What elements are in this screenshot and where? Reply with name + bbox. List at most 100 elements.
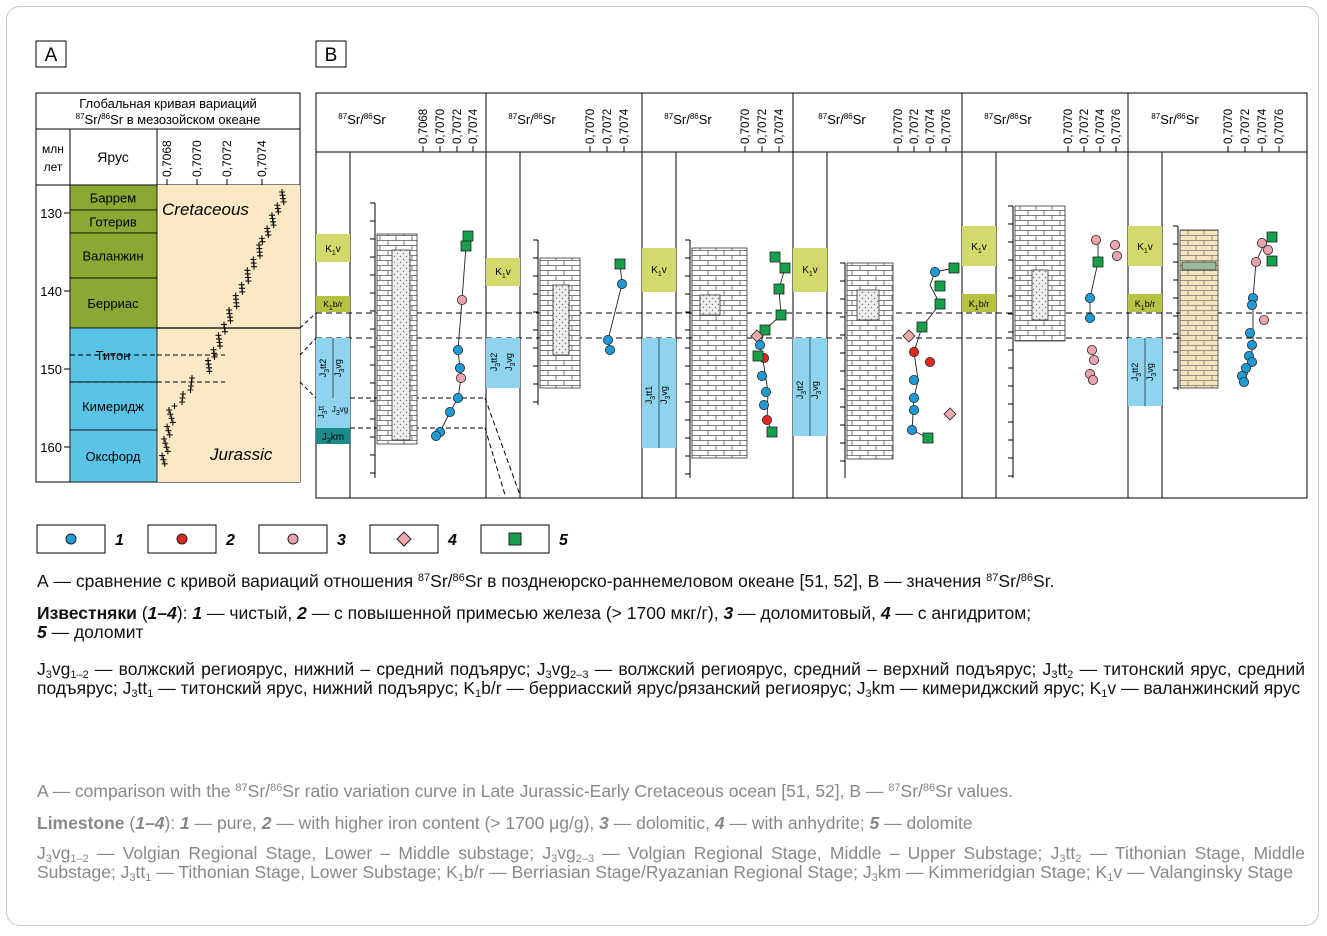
section-tick-label: 0,7072 — [909, 109, 921, 144]
data-point — [1259, 314, 1270, 325]
legend: 1 2 3 4 5 — [36, 524, 569, 554]
curve-point — [258, 235, 265, 242]
data-point — [775, 309, 787, 321]
section-header: 87Sr/86Sr — [508, 112, 556, 127]
section-header: 87Sr/86Sr — [818, 112, 866, 127]
strat-label: K1b/r — [1135, 299, 1155, 312]
data-point — [948, 262, 960, 274]
curve-point — [227, 317, 234, 324]
curve-point — [160, 456, 167, 463]
section-tick-label: 0,7074 — [1257, 108, 1269, 144]
curve-point — [166, 431, 173, 438]
legend-pure-symbol — [65, 533, 77, 545]
data-point — [605, 344, 616, 355]
age-label: 140 — [40, 284, 62, 299]
stage-name: Готерив — [89, 215, 137, 230]
caption-ru-p3: J3vg1–2 — волжский региоярус, нижний – с… — [37, 659, 1305, 700]
iso-86: 86 — [101, 112, 110, 121]
curve-point — [239, 288, 246, 295]
data-point — [1089, 354, 1100, 365]
curve-point — [245, 278, 252, 285]
strat-label: K1v — [495, 267, 511, 280]
data-point — [1266, 255, 1278, 267]
data-point — [909, 374, 920, 385]
caption-en-p3: J3vg1–2 — Volgian Regional Stage, Lower … — [37, 843, 1305, 884]
strat-label: J3tt — [317, 405, 329, 418]
lith-col-3 — [691, 247, 748, 459]
data-point — [762, 414, 773, 425]
stage-name: Кимеридж — [82, 399, 144, 414]
data-point — [456, 294, 467, 305]
section-tick-label: 0,7074 — [925, 108, 937, 144]
legend-number: 4 — [447, 532, 457, 549]
legend-number: 5 — [559, 532, 569, 549]
curve-point — [166, 407, 172, 413]
panel-a-label: A — [45, 45, 58, 66]
data-point — [934, 298, 946, 310]
curve-point — [165, 427, 172, 434]
data-point — [909, 346, 920, 357]
curve-point — [268, 212, 275, 219]
curve-point — [280, 198, 287, 205]
age-label: 160 — [40, 440, 62, 455]
data-point — [452, 392, 463, 403]
curve-point — [179, 399, 185, 405]
panel-b-label: B — [325, 45, 338, 66]
data-point — [1247, 299, 1258, 310]
section-tick-label: 0,7070 — [1223, 109, 1235, 144]
curve-point — [164, 423, 171, 430]
curve-point — [206, 368, 213, 375]
curve-point — [164, 448, 171, 455]
strat-k1v — [316, 234, 350, 262]
data-point — [934, 280, 946, 292]
strat-label: J3vg — [659, 386, 672, 404]
curve-point — [251, 263, 257, 270]
curve-point — [259, 238, 266, 245]
curve-point — [269, 215, 276, 222]
data-point — [454, 362, 465, 373]
lith-sand-2 — [552, 284, 570, 356]
data-point — [1251, 256, 1262, 267]
data-point — [1092, 256, 1104, 268]
strat-label: J3vg — [504, 353, 517, 371]
curve-point — [264, 225, 271, 232]
data-point — [766, 426, 778, 438]
data-point — [1266, 231, 1278, 243]
curve-point — [264, 228, 271, 235]
section-tick-label: 0,7070 — [1063, 109, 1075, 144]
caption-en-p1: A — comparison with the 87Sr/86Sr ratio … — [37, 781, 1013, 801]
data-point — [1245, 327, 1256, 338]
data-point — [773, 283, 785, 295]
stage-name: Берриас — [87, 296, 139, 311]
strat-k1v-6 — [1128, 226, 1162, 266]
curve-point — [161, 436, 167, 442]
data-point — [769, 251, 781, 263]
lith-marl-6 — [1181, 261, 1217, 271]
section-tick-label: 0,7072 — [602, 109, 614, 144]
curve-tick-label: 0,7074 — [255, 140, 269, 177]
curve-point — [161, 460, 168, 467]
stage-cell — [69, 277, 158, 329]
strat-label: K1v — [651, 265, 667, 278]
strat-k1br — [316, 296, 350, 312]
section-tick-label: 0,7076 — [1111, 109, 1123, 144]
strat-label: J3tt2 — [1130, 363, 1143, 381]
strat-j3tt1 — [316, 398, 350, 428]
strat-label: J3tt2 — [489, 353, 502, 371]
strat-j3-2 — [486, 338, 520, 388]
section-tick-label: 0,7068 — [418, 109, 430, 144]
curve-tick-label: 0,7072 — [220, 140, 234, 177]
section-header: 87Sr/86Sr — [984, 112, 1032, 127]
data-point — [752, 350, 764, 362]
curve-point — [168, 415, 175, 422]
data-point — [1263, 244, 1274, 255]
panel-a-curve: Глобальная кривая вариаций 87Sr/86Sr в м… — [35, 92, 301, 483]
stage-header: Ярус — [97, 149, 129, 165]
strat-label: K1b/r — [323, 299, 343, 312]
legend-iron-symbol — [176, 533, 188, 545]
section-tick-label: 0,7072 — [1240, 109, 1252, 144]
lith-sand-5 — [1031, 269, 1049, 321]
section-tick-label: 0,7070 — [740, 109, 752, 144]
strat-label: J3vg — [332, 405, 348, 417]
lith-sand-3 — [699, 294, 721, 316]
